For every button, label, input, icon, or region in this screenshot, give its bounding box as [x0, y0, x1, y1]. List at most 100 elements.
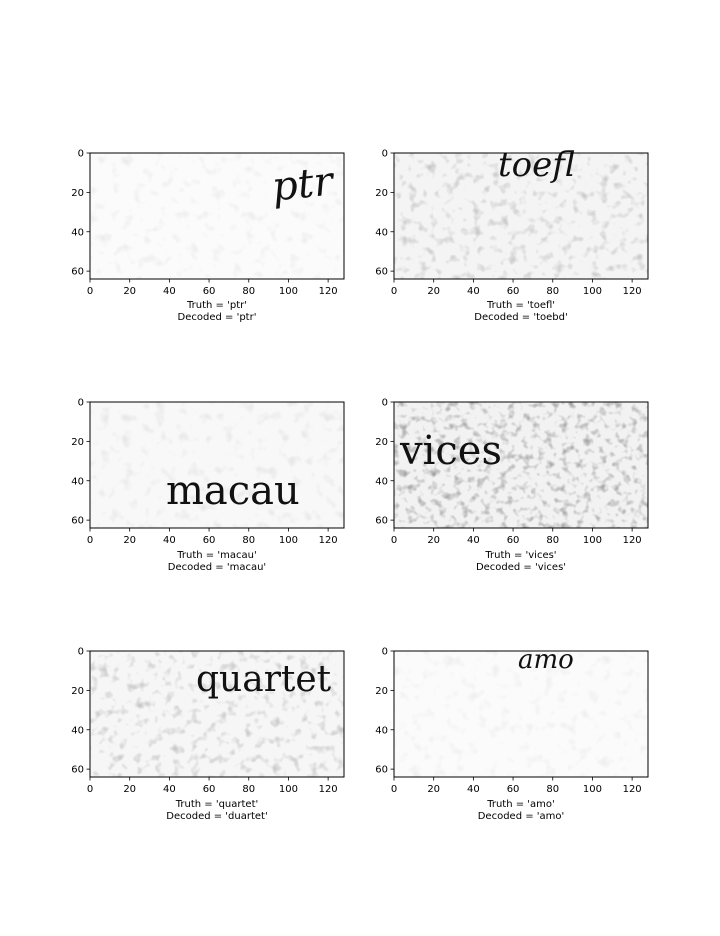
x-tick-label: 60 [203, 535, 216, 546]
panel-1: toefl 0 20 40 60 80 100 120 0 20 40 60 Truth = 't… [375, 145, 649, 323]
y-tick-label: 0 [78, 647, 84, 658]
x-tick-label: 100 [583, 784, 602, 795]
axes-frame [89, 650, 345, 778]
x-tick-label: 60 [507, 784, 520, 795]
x-ticks: 0 20 40 60 80 100 120 [391, 279, 642, 297]
y-tick-label: 40 [375, 227, 388, 238]
x-tick-label: 20 [123, 535, 136, 546]
decoded-label: Decoded = 'amo' [478, 811, 565, 822]
y-tick-label: 0 [382, 149, 388, 160]
truth-label: Truth = 'vices' [484, 550, 556, 561]
x-tick-label: 80 [546, 535, 559, 546]
axes-frame [393, 152, 649, 280]
axes-frame [89, 401, 345, 529]
x-tick-label: 120 [623, 286, 642, 297]
axes-frame [393, 401, 649, 529]
x-tick-label: 60 [507, 535, 520, 546]
y-tick-label: 40 [71, 725, 84, 736]
x-tick-label: 100 [583, 286, 602, 297]
decoded-label: Decoded = 'toebd' [474, 312, 567, 323]
image-word: amo [518, 645, 574, 675]
x-tick-label: 100 [279, 286, 298, 297]
decoded-label: Decoded = 'macau' [168, 562, 266, 573]
image-noise [90, 402, 344, 528]
x-tick-label: 80 [242, 535, 255, 546]
x-tick-label: 80 [242, 784, 255, 795]
image-noise [90, 651, 344, 777]
image-noise [90, 153, 344, 279]
x-tick-label: 40 [467, 784, 480, 795]
x-tick-label: 100 [583, 535, 602, 546]
panel-2: macau 0 20 40 60 80 100 120 0 20 40 60 Truth = 'm… [71, 398, 345, 573]
x-tick-label: 80 [242, 286, 255, 297]
x-tick-label: 20 [427, 535, 440, 546]
y-tick-label: 20 [71, 188, 84, 199]
x-tick-label: 20 [427, 286, 440, 297]
y-tick-label: 20 [71, 437, 84, 448]
image-word: toefl [498, 145, 575, 185]
x-tick-label: 80 [546, 784, 559, 795]
truth-label: Truth = 'toefl' [486, 300, 555, 311]
image-noise [394, 153, 648, 279]
x-tick-label: 20 [123, 784, 136, 795]
y-ticks: 0 20 40 60 [375, 398, 394, 527]
y-ticks: 0 20 40 60 [71, 398, 90, 527]
x-tick-label: 60 [203, 784, 216, 795]
image-word: macau [166, 468, 300, 514]
image-word: quartet [196, 659, 332, 700]
y-ticks: 0 20 40 60 [375, 149, 394, 278]
x-tick-label: 100 [279, 784, 298, 795]
image-noise [394, 651, 648, 777]
x-tick-label: 0 [87, 784, 93, 795]
y-ticks: 0 20 40 60 [375, 647, 394, 776]
y-tick-label: 40 [375, 725, 388, 736]
y-tick-label: 60 [375, 516, 388, 527]
truth-label: Truth = 'macau' [176, 550, 256, 561]
x-tick-label: 0 [391, 535, 397, 546]
x-tick-label: 0 [87, 535, 93, 546]
y-tick-label: 40 [71, 227, 84, 238]
x-tick-label: 40 [163, 535, 176, 546]
decoded-label: Decoded = 'ptr' [178, 312, 257, 323]
y-ticks: 0 20 40 60 [71, 647, 90, 776]
panel-5: amo 0 20 40 60 80 100 120 0 20 40 60 Truth = 'amo… [375, 645, 649, 822]
x-tick-label: 20 [427, 784, 440, 795]
x-tick-label: 60 [203, 286, 216, 297]
y-tick-label: 20 [375, 188, 388, 199]
axes-frame [393, 650, 649, 778]
x-tick-label: 120 [623, 535, 642, 546]
x-tick-label: 40 [467, 286, 480, 297]
y-tick-label: 0 [382, 647, 388, 658]
panel-4: quartet 0 20 40 60 80 100 120 0 20 40 60 Truth = … [71, 647, 345, 822]
x-tick-label: 120 [623, 784, 642, 795]
decoded-label: Decoded = 'duartet' [166, 811, 267, 822]
x-ticks: 0 20 40 60 80 100 120 [87, 777, 338, 795]
y-tick-label: 20 [375, 437, 388, 448]
x-tick-label: 120 [319, 535, 338, 546]
image-noise [394, 402, 648, 528]
y-ticks: 0 20 40 60 [71, 149, 90, 278]
x-ticks: 0 20 40 60 80 100 120 [87, 528, 338, 546]
y-tick-label: 0 [78, 149, 84, 160]
x-tick-label: 120 [319, 286, 338, 297]
y-tick-label: 20 [375, 686, 388, 697]
y-tick-label: 60 [71, 765, 84, 776]
x-tick-label: 20 [123, 286, 136, 297]
y-tick-label: 0 [382, 398, 388, 409]
x-tick-label: 120 [319, 784, 338, 795]
panel-3: vices 0 20 40 60 80 100 120 0 20 40 60 Truth = 'v… [375, 398, 649, 573]
x-tick-label: 40 [163, 286, 176, 297]
x-tick-label: 40 [163, 784, 176, 795]
x-tick-label: 0 [391, 784, 397, 795]
x-tick-label: 60 [507, 286, 520, 297]
x-ticks: 0 20 40 60 80 100 120 [87, 279, 338, 297]
y-tick-label: 60 [375, 267, 388, 278]
truth-label: Truth = 'amo' [486, 799, 555, 810]
x-tick-label: 80 [546, 286, 559, 297]
x-ticks: 0 20 40 60 80 100 120 [391, 777, 642, 795]
image-word: ptr [270, 158, 338, 210]
x-tick-label: 40 [467, 535, 480, 546]
y-tick-label: 20 [71, 686, 84, 697]
y-tick-label: 60 [71, 516, 84, 527]
truth-label: Truth = 'quartet' [175, 799, 259, 810]
